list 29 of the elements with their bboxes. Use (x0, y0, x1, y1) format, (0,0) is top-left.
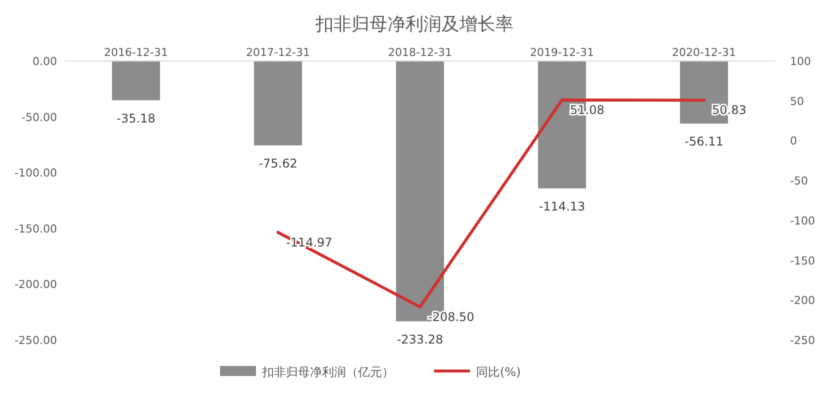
data-label: -114.13 (538, 199, 586, 214)
x-tick-label: 2020-12-31 (672, 46, 736, 59)
y-tick-label: -200.00 (14, 278, 57, 292)
chart-title: 扣非归母净利润及增长率 (314, 14, 514, 35)
x-tick-label: 2016-12-31 (104, 46, 168, 59)
data-label: -56.11 (684, 134, 724, 149)
y2-tick-label: 100 (790, 55, 811, 68)
y2-tick-label: -200 (790, 294, 815, 308)
legend-label: 同比(%) (476, 365, 521, 379)
x-tick-label: 2019-12-31 (530, 46, 594, 59)
y-tick-label: -250.00 (14, 334, 57, 347)
legend-label: 扣非归母净利润（亿元） (261, 365, 394, 379)
y2-tick-label: -250 (790, 334, 815, 347)
x-tick-label: 2017-12-31 (246, 46, 310, 59)
legend-item: 扣非归母净利润（亿元） (220, 365, 394, 379)
y2-tick-label: 0 (790, 134, 797, 148)
y-tick-label: -50.00 (22, 110, 57, 124)
y-tick-label: -100.00 (14, 166, 57, 180)
y2-tick-label: -150 (790, 254, 815, 268)
data-label: -233.28 (396, 332, 444, 346)
y2-tick-label: -100 (790, 214, 815, 228)
legend-item: 同比(%) (434, 365, 521, 379)
y-tick-label: 0.00 (32, 55, 57, 68)
y-tick-label: -150.00 (14, 222, 57, 236)
y2-tick-label: 50 (790, 94, 804, 108)
y2-tick-label: -50 (790, 174, 808, 188)
data-label: -75.62 (258, 156, 298, 170)
x-tick-label: 2018-12-31 (388, 46, 452, 59)
data-label: -35.18 (116, 111, 156, 126)
